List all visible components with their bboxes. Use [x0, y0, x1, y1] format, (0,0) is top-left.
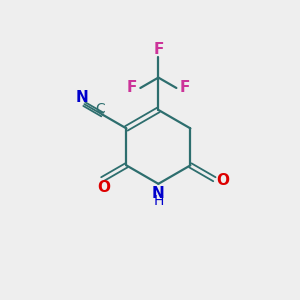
Text: F: F: [179, 80, 190, 95]
Text: C: C: [95, 102, 105, 116]
Text: F: F: [127, 80, 137, 95]
Text: O: O: [216, 173, 229, 188]
Text: O: O: [97, 180, 110, 195]
Text: H: H: [153, 194, 164, 208]
Text: N: N: [152, 186, 165, 201]
Text: N: N: [76, 90, 88, 105]
Text: F: F: [153, 42, 164, 57]
